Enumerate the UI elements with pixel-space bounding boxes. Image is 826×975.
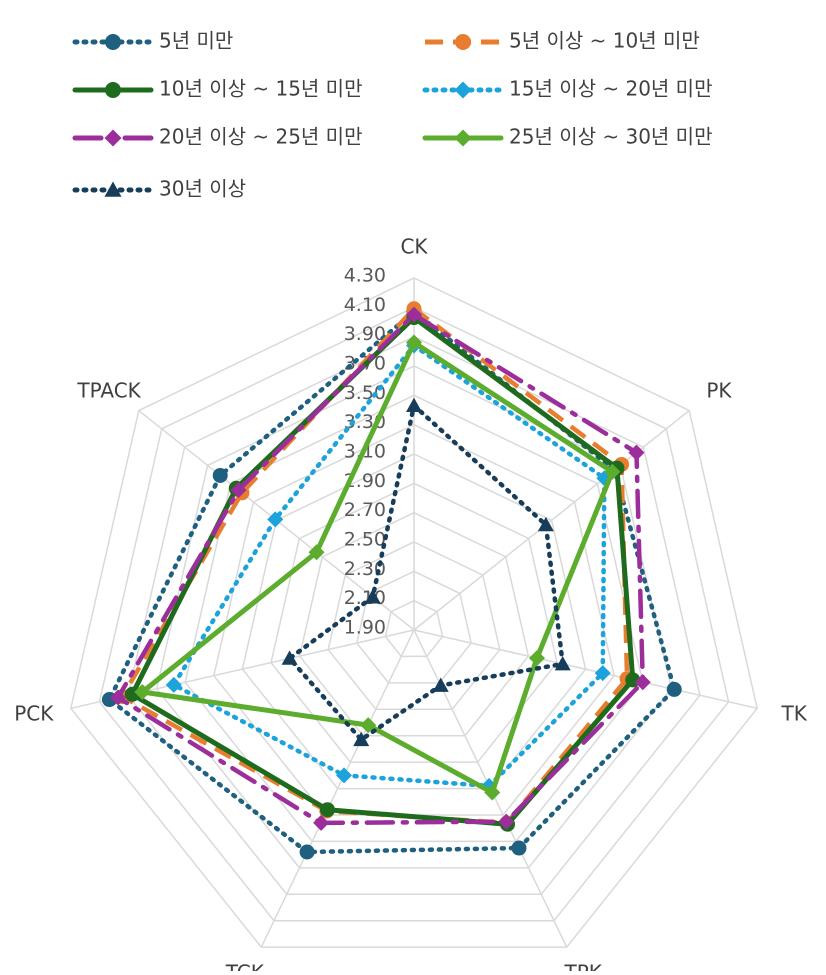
marker: [454, 129, 472, 147]
legend-entry: 20년 이상 ~ 25년 미만: [72, 125, 363, 149]
marker: [267, 511, 284, 528]
legend-label: 10년 이상 ~ 15년 미만: [159, 77, 363, 101]
marker: [353, 731, 370, 747]
marker: [666, 681, 682, 697]
marker: [110, 689, 127, 706]
r-tick-label: 1.90: [344, 617, 386, 639]
marker: [364, 589, 381, 604]
marker: [634, 674, 651, 691]
marker: [319, 802, 335, 818]
marker: [299, 844, 315, 860]
grid-ring: [155, 365, 673, 869]
series-line: [107, 309, 677, 855]
grid-ring: [70, 277, 758, 948]
r-tick-label: 3.50: [344, 382, 386, 404]
legend-label: 15년 이상 ~ 20년 미만: [509, 77, 713, 101]
legend-entry: 30년 이상: [72, 177, 246, 201]
series: [165, 337, 613, 794]
marker: [628, 444, 645, 461]
marker: [134, 684, 151, 701]
marker: [230, 482, 247, 499]
axis-label: PCK: [14, 702, 54, 726]
r-tick-label: 2.30: [344, 558, 386, 580]
marker: [406, 306, 422, 323]
axis-label: TPACK: [76, 378, 141, 402]
marker: [537, 516, 554, 532]
marker: [432, 677, 449, 692]
r-tick-label: 4.30: [344, 265, 386, 287]
marker: [406, 334, 422, 351]
axis-label: CK: [400, 235, 428, 259]
r-tick-label: 2.50: [344, 529, 386, 551]
marker: [511, 840, 527, 856]
series-line: [287, 403, 565, 742]
axis-label: TCK: [225, 961, 265, 971]
grid-ring: [127, 335, 701, 896]
series: [134, 334, 621, 801]
marker: [313, 814, 330, 831]
series-line: [139, 340, 615, 796]
series: [281, 397, 571, 747]
legend-entry: 5년 이상 ~ 10년 미만: [425, 29, 700, 53]
r-tick-label: 2.10: [344, 587, 386, 609]
spoke: [260, 629, 415, 948]
marker: [308, 544, 325, 561]
marker: [406, 397, 422, 412]
marker: [336, 767, 353, 784]
legend-label: 5년 이상 ~ 10년 미만: [509, 29, 700, 53]
spoke: [413, 629, 758, 710]
axis-label: TPK: [564, 961, 603, 971]
marker: [104, 129, 122, 147]
marker: [604, 463, 621, 480]
axis-label: TK: [781, 702, 808, 726]
series-line: [120, 306, 630, 826]
marker: [554, 655, 571, 671]
legend-label: 5년 미만: [159, 29, 233, 53]
marker: [594, 665, 611, 682]
marker: [528, 650, 545, 667]
marker: [484, 784, 501, 801]
marker: [454, 81, 472, 99]
marker: [281, 650, 298, 665]
marker: [104, 181, 122, 197]
marker: [165, 676, 182, 693]
marker: [105, 82, 121, 98]
grid-ring: [327, 541, 501, 711]
spoke: [413, 409, 690, 631]
legend-label: 25년 이상 ~ 30년 미만: [509, 125, 713, 149]
series-line: [171, 343, 607, 789]
legend-entry: 15년 이상 ~ 20년 미만: [422, 77, 713, 101]
r-tick-label: 2.70: [344, 499, 386, 521]
marker: [105, 34, 121, 50]
grid-ring: [98, 306, 730, 922]
r-tick-label: 3.90: [344, 323, 386, 345]
grid-ring: [270, 482, 558, 763]
marker: [455, 34, 471, 50]
legend-entry: 10년 이상 ~ 15년 미만: [72, 77, 363, 101]
grid-ring: [384, 599, 444, 658]
marker: [360, 717, 377, 734]
legend-entry: 5년 미만: [72, 29, 233, 53]
marker: [498, 813, 515, 830]
grid-ring: [241, 453, 587, 790]
grid-ring: [298, 511, 530, 737]
legend-label: 30년 이상: [159, 177, 246, 201]
series: [110, 306, 651, 831]
axis-label: PK: [706, 378, 732, 402]
series-line: [115, 312, 646, 826]
legend-label: 20년 이상 ~ 25년 미만: [159, 125, 363, 149]
legend-entry: 25년 이상 ~ 30년 미만: [422, 125, 713, 149]
marker: [212, 467, 228, 483]
r-tick-label: 4.10: [344, 294, 386, 316]
